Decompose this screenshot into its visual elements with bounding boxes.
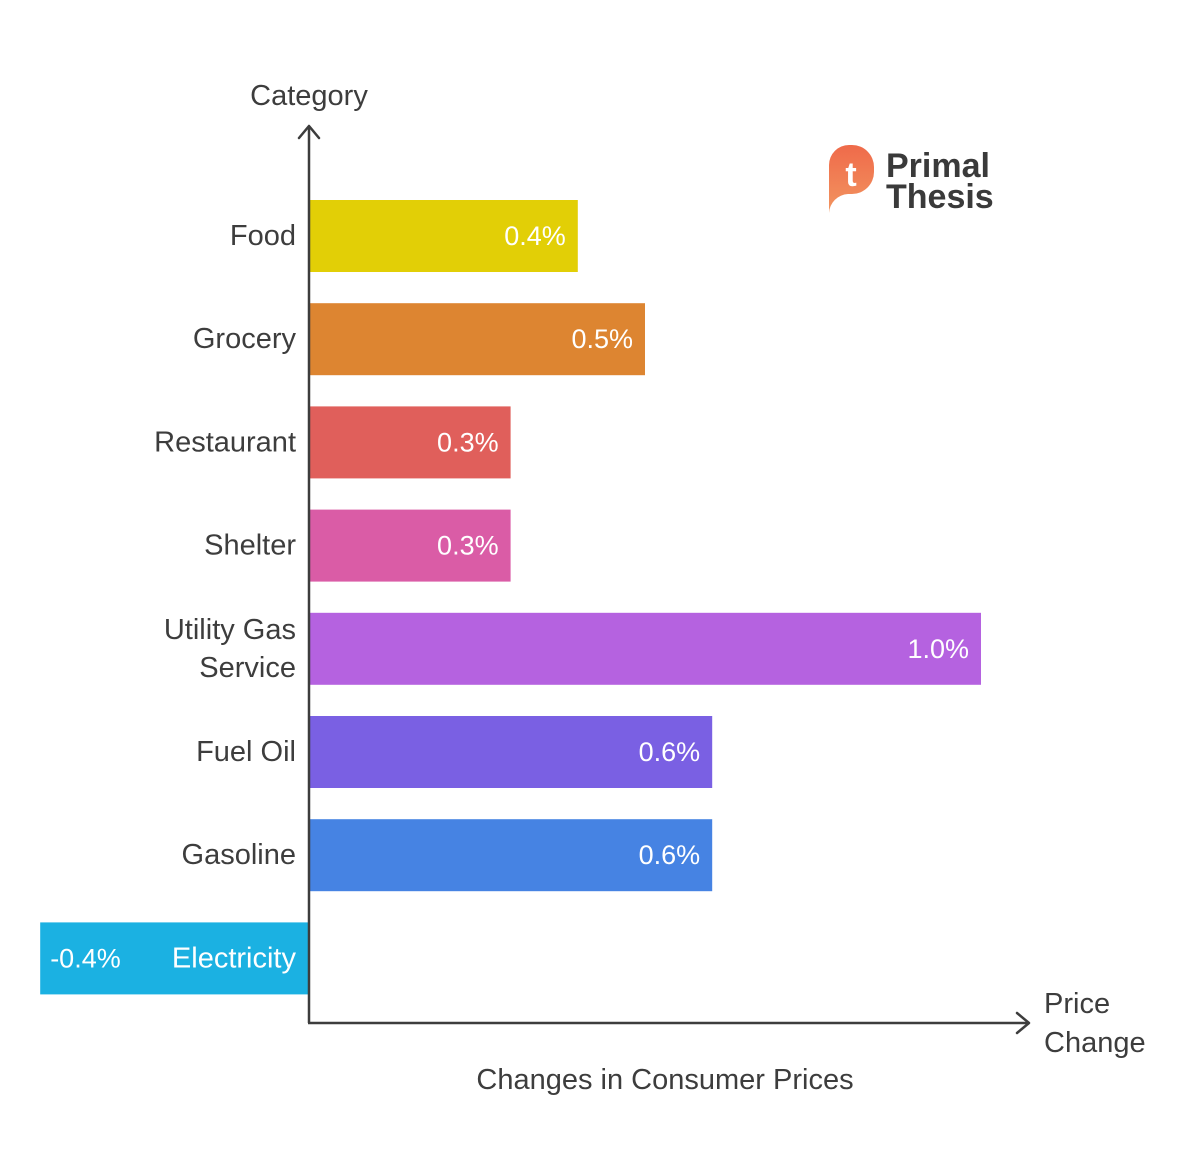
category-label-4-line-1: Service <box>199 652 296 684</box>
bar-value-label-6: 0.6% <box>639 840 701 870</box>
primal-thesis-logo: t Primal Thesis <box>829 145 994 216</box>
bar-value-label-7: -0.4% <box>50 943 121 973</box>
category-label-7: Electricity <box>172 942 297 974</box>
category-label-4-line-0: Utility Gas <box>164 614 296 646</box>
category-label-6: Gasoline <box>182 839 296 871</box>
bars-group: 0.4% Food 0.5% Grocery 0.3% Restaurant 0.3% She… <box>40 200 981 995</box>
category-label-3: Shelter <box>204 530 296 562</box>
bar-value-label-0: 0.4% <box>504 221 566 251</box>
bar-5 <box>309 716 713 788</box>
bar-3 <box>309 509 511 582</box>
x-axis-title-line-1: Price <box>1044 988 1110 1020</box>
bar-value-label-5: 0.6% <box>639 737 701 767</box>
logo-text-line-2: Thesis <box>886 178 994 216</box>
bar-value-label-1: 0.5% <box>571 324 633 354</box>
x-axis-title-line-2: Change <box>1044 1027 1146 1059</box>
bar-6 <box>309 819 713 892</box>
x-axis-arrow-icon <box>1015 1011 1031 1035</box>
bar-7 <box>40 922 309 995</box>
logo-text-line-1: Primal <box>886 147 990 185</box>
bar-4 <box>309 612 981 685</box>
logo-mark-icon <box>829 145 874 213</box>
bar-2 <box>309 406 511 479</box>
category-label-1: Grocery <box>193 323 297 355</box>
bar-value-label-3: 0.3% <box>437 531 499 561</box>
bar-0 <box>309 200 578 272</box>
bar-value-label-4: 1.0% <box>907 634 969 664</box>
y-axis-title: Category <box>250 80 368 112</box>
bar-value-label-2: 0.3% <box>437 427 499 457</box>
chart-title: Changes in Consumer Prices <box>476 1064 853 1096</box>
y-axis-arrow-icon <box>297 124 321 140</box>
category-label-0: Food <box>230 220 296 252</box>
axes <box>297 124 1031 1035</box>
category-label-2: Restaurant <box>154 426 296 458</box>
bar-1 <box>309 303 645 376</box>
logo-mark-letter: t <box>845 156 856 194</box>
category-label-5: Fuel Oil <box>196 736 296 768</box>
